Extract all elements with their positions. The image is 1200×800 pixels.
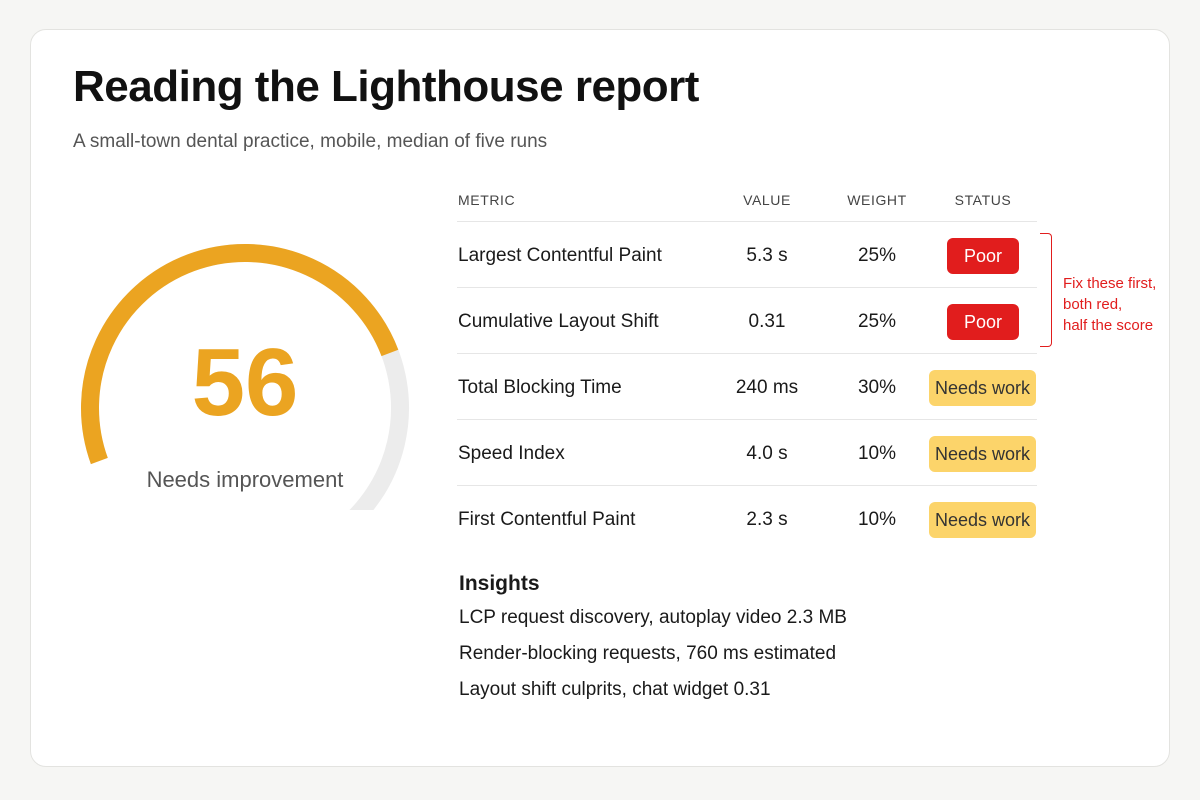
metric-name: First Contentful Paint (458, 509, 636, 530)
metric-name: Total Blocking Time (458, 377, 622, 398)
poor-rows-bracket (1040, 233, 1052, 347)
header-metric: METRIC (458, 192, 516, 208)
insight-item: LCP request discovery, autoplay video 2.… (459, 607, 847, 628)
gauge-svg (81, 243, 409, 510)
metric-weight: 10% (857, 509, 897, 530)
metric-weight: 25% (857, 311, 897, 332)
status-badge: Poor (947, 238, 1019, 274)
table-row: First Contentful Paint 2.3 s 10% Needs w… (457, 486, 1037, 552)
table-row: Largest Contentful Paint 5.3 s 25% Poor (457, 222, 1037, 288)
status-badge: Poor (947, 304, 1019, 340)
metric-name: Speed Index (458, 443, 565, 464)
metric-weight: 25% (857, 245, 897, 266)
header-value: VALUE (743, 192, 791, 208)
metric-name: Cumulative Layout Shift (458, 311, 659, 332)
metric-value: 0.31 (748, 311, 786, 332)
status-badge: Needs work (929, 436, 1036, 472)
insights-heading: Insights (459, 572, 540, 595)
annotation-note: Fix these first, both red, half the scor… (1063, 273, 1173, 336)
table-row: Speed Index 4.0 s 10% Needs work (457, 420, 1037, 486)
insight-item: Layout shift culprits, chat widget 0.31 (459, 679, 771, 700)
header-weight: WEIGHT (847, 192, 907, 208)
annotation-line: Fix these first, (1063, 275, 1157, 292)
insights-section: Insights LCP request discovery, autoplay… (459, 572, 847, 713)
insight-item: Render-blocking requests, 760 ms estimat… (459, 643, 837, 664)
metric-weight: 30% (857, 377, 897, 398)
table-row: Cumulative Layout Shift 0.31 25% Poor (457, 288, 1037, 354)
table-header: METRIC VALUE WEIGHT STATUS (457, 180, 1037, 222)
metric-value: 4.0 s (746, 443, 788, 464)
insights-list: LCP request discovery, autoplay video 2.… (459, 605, 847, 713)
header-status: STATUS (954, 192, 1012, 208)
score-gauge: 56 Needs improvement (70, 240, 420, 510)
annotation-line: both red, (1063, 296, 1123, 313)
annotation-line: half the score (1063, 317, 1154, 334)
score-label: Needs improvement (146, 467, 344, 492)
metric-value: 240 ms (735, 377, 799, 398)
metric-value: 2.3 s (746, 509, 788, 530)
score-value: 56 (191, 329, 299, 436)
status-badge: Needs work (929, 370, 1036, 406)
table-row: Total Blocking Time 240 ms 30% Needs wor… (457, 354, 1037, 420)
gauge-fill (81, 243, 399, 465)
page-subtitle: A small-town dental practice, mobile, me… (73, 131, 548, 152)
metric-name: Largest Contentful Paint (458, 245, 662, 266)
metrics-table: METRIC VALUE WEIGHT STATUS Largest Conte… (457, 180, 1037, 552)
page-title: Reading the Lighthouse report (73, 62, 699, 111)
metric-weight: 10% (857, 443, 897, 464)
metric-value: 5.3 s (746, 245, 788, 266)
status-badge: Needs work (929, 502, 1036, 538)
